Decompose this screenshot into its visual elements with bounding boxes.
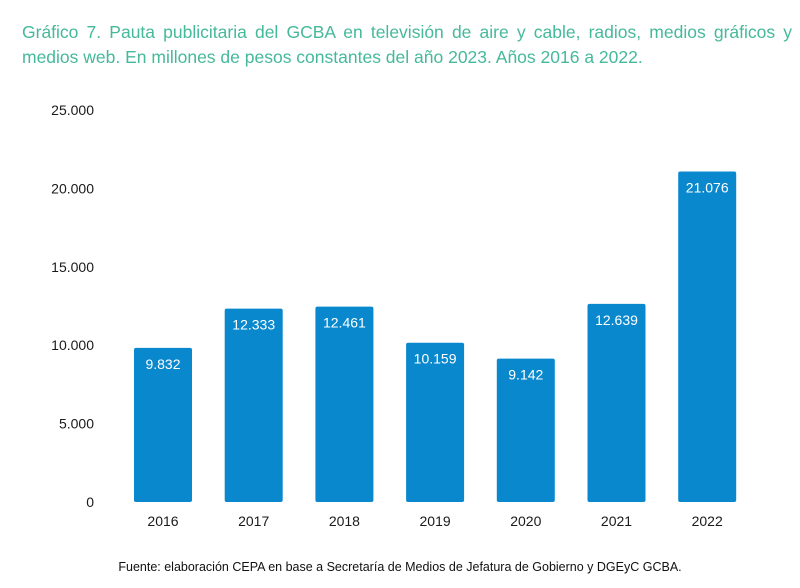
data-label-2022: 21.076 [686, 180, 729, 196]
y-tick-label: 10.000 [51, 337, 94, 353]
bar-2022 [678, 171, 737, 502]
data-label-2016: 9.832 [145, 356, 180, 372]
y-tick-label: 15.000 [51, 259, 94, 275]
x-axis-ticks: 2016 2017 2018 2019 2020 2021 2022 [147, 513, 723, 529]
x-tick-label: 2016 [147, 513, 178, 529]
data-label-2020: 9.142 [508, 367, 543, 383]
data-label-2021: 12.639 [595, 312, 638, 328]
y-tick-label: 0 [86, 494, 94, 510]
bar-2021 [587, 303, 646, 502]
y-tick-label: 20.000 [51, 180, 94, 196]
x-tick-label: 2017 [238, 513, 269, 529]
x-tick-label: 2018 [329, 513, 360, 529]
bars-group: 9.832 12.333 12.461 10.159 9.142 12.639 21.076 [134, 171, 737, 502]
bar-2016 [134, 347, 192, 502]
x-tick-label: 2019 [420, 513, 451, 529]
y-tick-label: 5.000 [59, 416, 94, 432]
x-tick-label: 2022 [692, 513, 723, 529]
data-label-2019: 10.159 [414, 351, 457, 367]
source-note: Fuente: elaboración CEPA en base a Secre… [118, 560, 682, 574]
chart-title: Gráfico 7. Pauta publicitaria del GCBA e… [22, 22, 792, 67]
x-tick-label: 2020 [510, 513, 541, 529]
data-label-2017: 12.333 [232, 317, 275, 333]
bar-2018 [315, 306, 374, 502]
y-tick-label: 25.000 [51, 102, 94, 118]
bar-2020 [496, 358, 555, 502]
data-label-2018: 12.461 [323, 315, 366, 331]
x-tick-label: 2021 [601, 513, 632, 529]
bar-2017 [224, 308, 283, 502]
y-axis-ticks: 0 5.000 10.000 15.000 20.000 25.000 [51, 102, 94, 510]
bar-2019 [406, 342, 465, 502]
